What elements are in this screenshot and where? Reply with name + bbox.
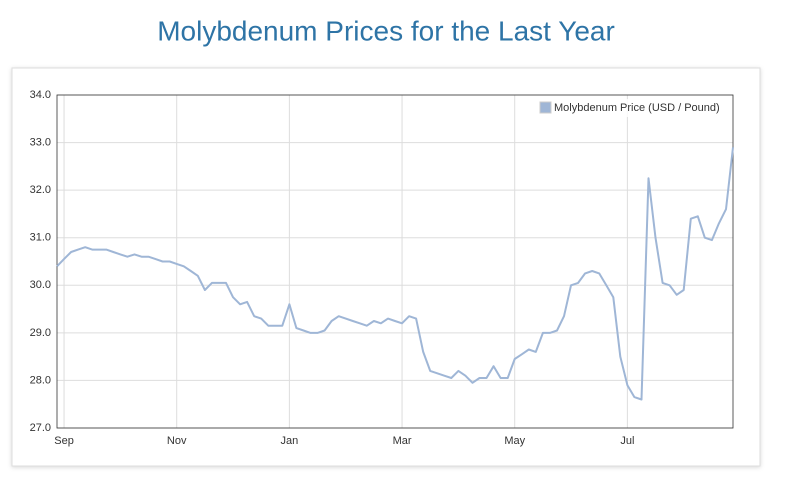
chart-title: Molybdenum Prices for the Last Year <box>157 15 615 46</box>
x-tick-label: Jan <box>281 435 299 447</box>
legend-swatch <box>539 101 552 114</box>
price-line <box>56 147 734 401</box>
x-tick-label: Sep <box>54 435 74 447</box>
x-tick-label: May <box>504 435 525 447</box>
y-tick-label: 34.0 <box>30 89 51 101</box>
y-tick-label: 33.0 <box>30 136 51 148</box>
chart-frame <box>11 67 761 467</box>
legend-box <box>537 99 728 117</box>
y-tick-label: 27.0 <box>30 422 51 434</box>
x-tick-label: Nov <box>167 435 187 447</box>
plot-border <box>56 94 734 429</box>
x-tick-label: Mar <box>393 435 412 447</box>
y-tick-label: 30.0 <box>30 279 51 291</box>
x-tick-label: Jul <box>620 435 634 447</box>
legend-label: Molybdenum Price (USD / Pound) <box>554 102 720 114</box>
y-tick-label: 31.0 <box>30 232 51 244</box>
y-tick-label: 32.0 <box>30 184 51 196</box>
y-tick-label: 29.0 <box>30 327 51 339</box>
y-tick-label: 28.0 <box>30 374 51 386</box>
